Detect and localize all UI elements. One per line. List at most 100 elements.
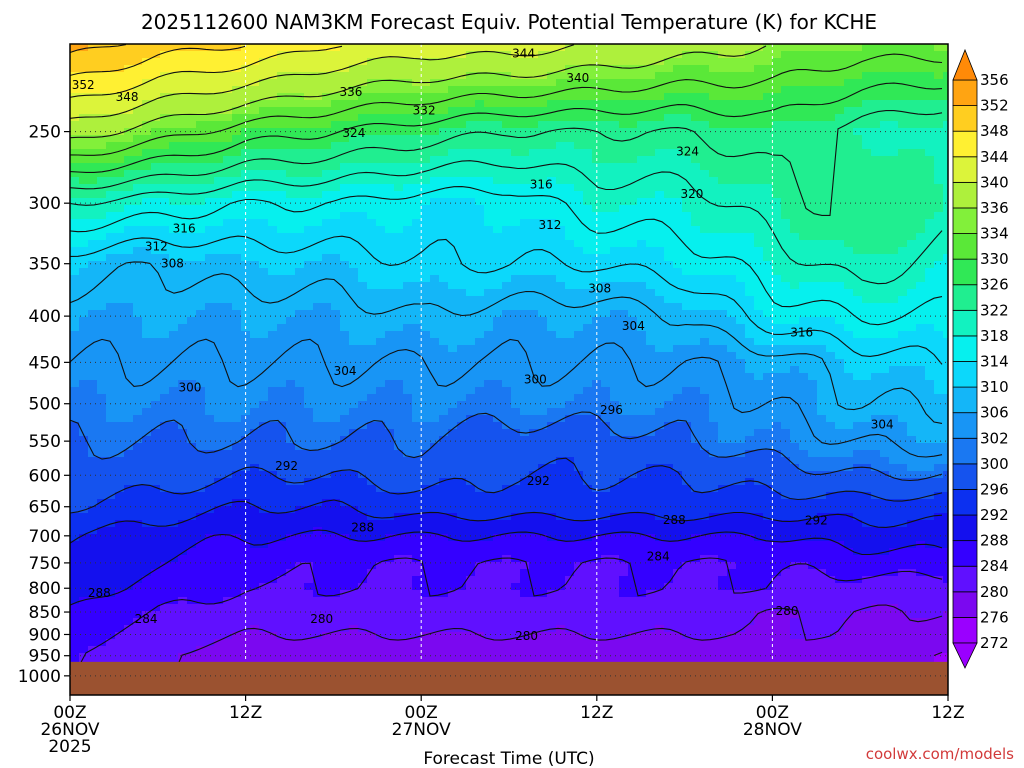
- field-cell: [862, 303, 872, 311]
- field-cell: [862, 128, 872, 136]
- field-cell: [187, 191, 197, 199]
- field-cell: [556, 289, 566, 297]
- field-cell: [88, 107, 98, 115]
- field-cell: [124, 219, 134, 227]
- field-cell: [421, 177, 431, 185]
- field-cell: [835, 394, 845, 402]
- field-cell: [70, 72, 80, 80]
- field-cell: [304, 289, 314, 297]
- field-cell: [610, 163, 620, 171]
- field-cell: [799, 72, 809, 80]
- field-cell: [853, 58, 863, 66]
- field-cell: [700, 247, 710, 255]
- field-cell: [223, 44, 233, 52]
- field-cell: [637, 247, 647, 255]
- field-cell: [169, 331, 179, 339]
- field-cell: [943, 268, 948, 276]
- field-cell: [475, 72, 485, 80]
- field-cell: [322, 324, 332, 332]
- field-cell: [907, 352, 917, 360]
- field-cell: [538, 44, 548, 52]
- field-cell: [178, 184, 188, 192]
- field-cell: [70, 51, 80, 59]
- field-cell: [493, 79, 503, 87]
- field-cell: [781, 156, 791, 164]
- field-cell: [871, 72, 881, 80]
- field-cell: [916, 93, 926, 101]
- field-cell: [268, 261, 278, 269]
- field-cell: [205, 366, 215, 374]
- field-cell: [475, 205, 485, 213]
- field-cell: [853, 324, 863, 332]
- field-cell: [493, 275, 503, 283]
- field-cell: [268, 107, 278, 115]
- field-cell: [385, 135, 395, 143]
- field-cell: [862, 317, 872, 325]
- field-cell: [349, 275, 359, 283]
- field-cell: [817, 317, 827, 325]
- field-cell: [205, 93, 215, 101]
- field-cell: [457, 198, 467, 206]
- field-cell: [169, 247, 179, 255]
- field-cell: [736, 226, 746, 234]
- field-cell: [205, 65, 215, 73]
- field-cell: [700, 366, 710, 374]
- field-cell: [700, 359, 710, 367]
- field-cell: [331, 303, 341, 311]
- field-cell: [763, 86, 773, 94]
- field-cell: [439, 338, 449, 346]
- field-cell: [727, 135, 737, 143]
- field-cell: [475, 359, 485, 367]
- field-cell: [664, 198, 674, 206]
- field-cell: [232, 331, 242, 339]
- field-cell: [628, 268, 638, 276]
- field-cell: [97, 366, 107, 374]
- field-cell: [430, 170, 440, 178]
- field-cell: [727, 212, 737, 220]
- field-cell: [637, 268, 647, 276]
- field-cell: [160, 184, 170, 192]
- field-cell: [178, 149, 188, 157]
- field-cell: [178, 317, 188, 325]
- field-cell: [196, 352, 206, 360]
- field-cell: [169, 338, 179, 346]
- field-cell: [439, 184, 449, 192]
- field-cell: [628, 128, 638, 136]
- field-cell: [610, 289, 620, 297]
- field-cell: [871, 233, 881, 241]
- field-cell: [286, 163, 296, 171]
- field-cell: [682, 261, 692, 269]
- field-cell: [844, 65, 854, 73]
- field-cell: [628, 72, 638, 80]
- field-cell: [880, 177, 890, 185]
- field-cell: [295, 303, 305, 311]
- field-cell: [619, 198, 629, 206]
- field-cell: [520, 261, 530, 269]
- field-cell: [133, 247, 143, 255]
- field-cell: [421, 198, 431, 206]
- field-cell: [583, 254, 593, 262]
- field-cell: [538, 282, 548, 290]
- field-cell: [736, 135, 746, 143]
- field-cell: [340, 282, 350, 290]
- field-cell: [646, 121, 656, 129]
- field-cell: [214, 205, 224, 213]
- field-cell: [106, 184, 116, 192]
- field-cell: [835, 79, 845, 87]
- field-cell: [160, 303, 170, 311]
- field-cell: [457, 205, 467, 213]
- field-cell: [169, 282, 179, 290]
- field-cell: [655, 289, 665, 297]
- field-cell: [70, 268, 80, 276]
- field-cell: [295, 128, 305, 136]
- field-cell: [358, 219, 368, 227]
- field-cell: [151, 149, 161, 157]
- field-cell: [574, 345, 584, 353]
- field-cell: [907, 191, 917, 199]
- field-cell: [565, 296, 575, 304]
- field-cell: [763, 324, 773, 332]
- field-cell: [223, 128, 233, 136]
- field-cell: [565, 142, 575, 150]
- field-cell: [412, 345, 422, 353]
- field-cell: [448, 163, 458, 171]
